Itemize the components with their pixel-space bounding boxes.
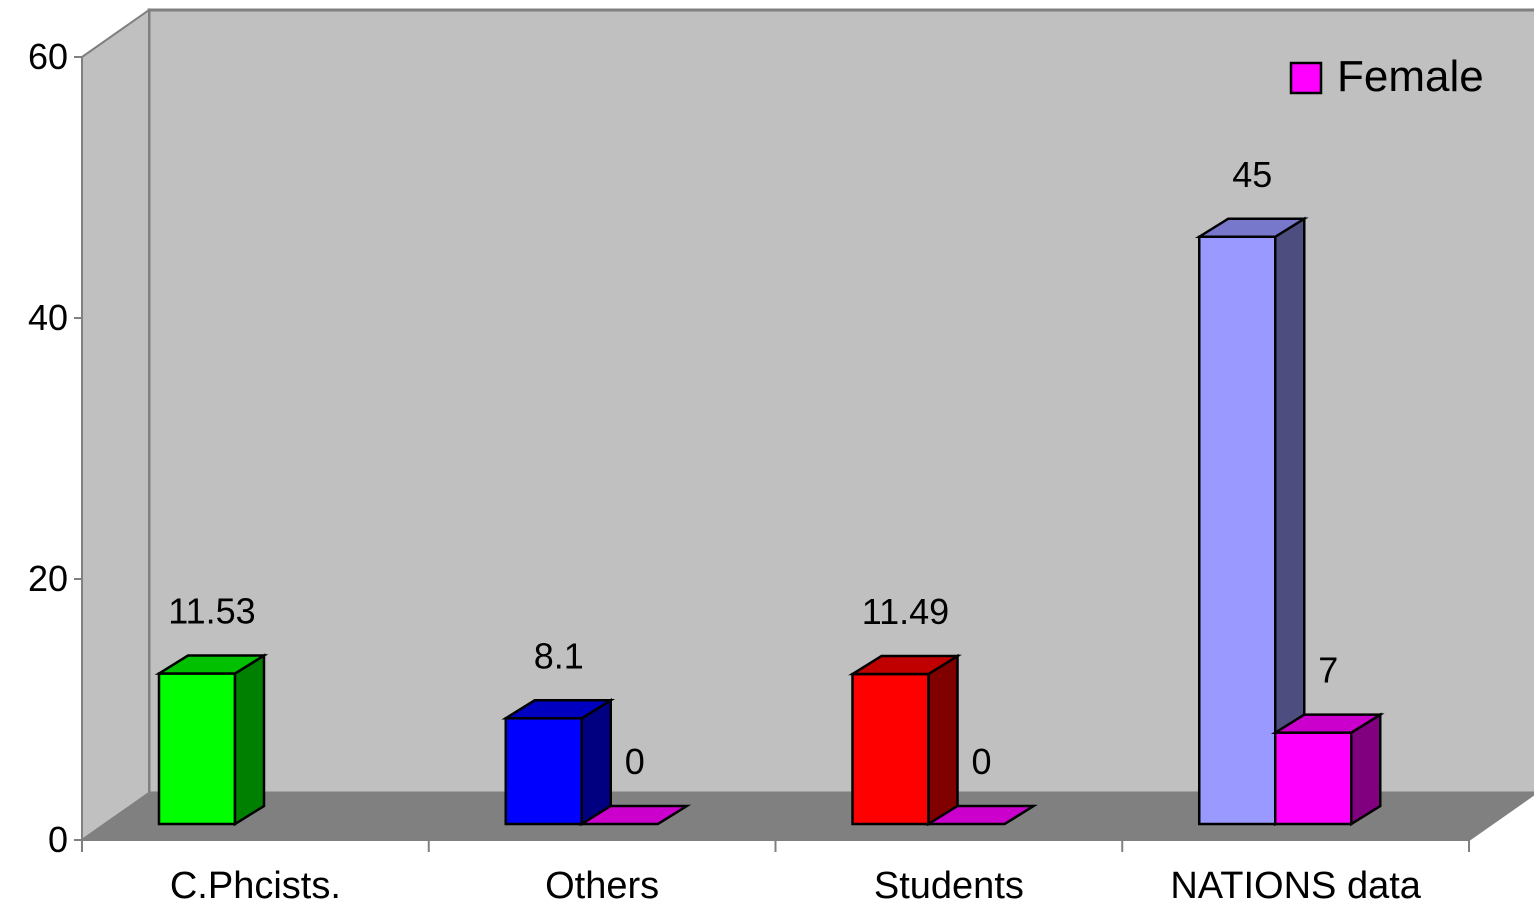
chart-labels: 11.53 8.1 0 11.49 0 45 7 (168, 154, 1338, 782)
y-tick-label: 40 (28, 297, 68, 338)
bar-side (927, 653, 959, 827)
data-label: 0 (971, 741, 991, 782)
y-tick-label: 60 (28, 36, 68, 77)
bar-front (851, 672, 930, 826)
y-tick-label: 20 (28, 558, 68, 599)
data-label: 11.53 (168, 591, 255, 632)
bar-front (1198, 235, 1277, 826)
bar (501, 698, 616, 827)
side-wall (81, 8, 150, 842)
bar-top (577, 804, 692, 826)
bar (924, 804, 1038, 826)
data-label: 7 (1318, 650, 1338, 691)
data-label: 11.49 (862, 591, 949, 632)
data-label: 0 (625, 741, 645, 782)
bar-top (1194, 217, 1309, 238)
chart-bars (154, 216, 1385, 827)
x-tick-label: Students (874, 865, 1024, 906)
chart-legend: Female (1289, 52, 1484, 101)
bar-top (154, 654, 269, 675)
bar (848, 653, 962, 827)
bar-front (1274, 731, 1353, 826)
bar (154, 653, 269, 827)
data-label: 8.1 (534, 635, 584, 676)
bar (1194, 216, 1309, 827)
x-tick-label: NATIONS data (1170, 865, 1421, 906)
bar-top (924, 804, 1038, 826)
chart-axes: 0 20 40 60 C.Phcists. Others Students NATIONS d… (28, 36, 1470, 906)
bar (577, 804, 692, 826)
bar-front (157, 672, 237, 826)
y-tick-label: 0 (48, 819, 68, 860)
bar-side (580, 698, 612, 827)
legend-swatch-female (1289, 61, 1323, 95)
legend-label-female: Female (1337, 52, 1484, 101)
bar (1270, 712, 1385, 827)
x-tick-label: Others (545, 865, 659, 906)
bar-top (848, 654, 962, 676)
bar-side (233, 653, 266, 827)
bar-top (501, 699, 616, 720)
bar-top (1270, 713, 1385, 734)
data-label: 45 (1232, 154, 1272, 195)
bar-front (504, 717, 583, 826)
x-tick-label: C.Phcists. (170, 865, 341, 906)
